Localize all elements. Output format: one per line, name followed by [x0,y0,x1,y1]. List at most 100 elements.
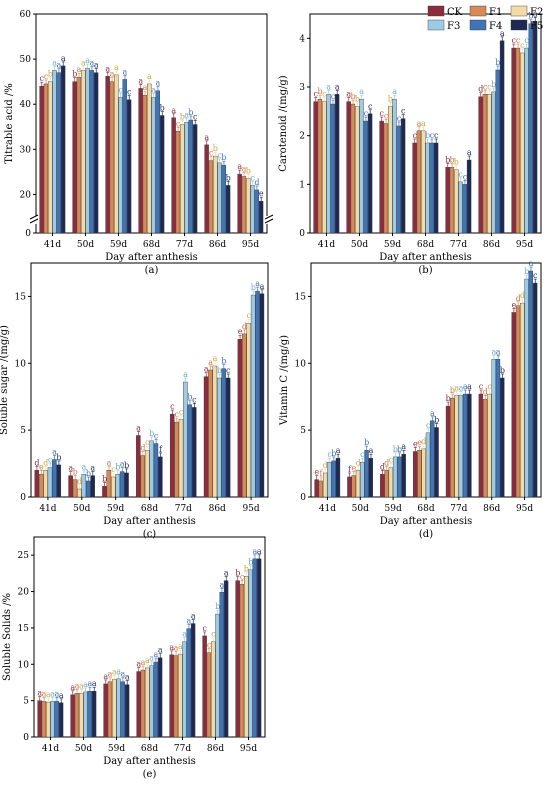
bar-F4 [397,456,402,498]
significance-label: f [348,465,352,474]
x-tick-label: 41d [39,504,56,514]
bar-F4 [528,270,534,498]
bar-F1 [450,397,455,498]
significance-label: a [42,689,47,698]
significance-label: b [434,415,439,424]
bar-F1 [241,176,247,234]
significance-label: a [83,680,88,689]
significance-label: d [77,477,82,486]
bar-F1 [416,130,422,234]
significance-label: b [528,12,533,21]
significance-label: a [463,382,468,391]
y-axis-title: Titrable acid /% [4,83,15,164]
significance-label: c [111,465,116,474]
significance-label: a [70,683,75,692]
x-axis-title: Day after anthesis [103,516,196,527]
bar-F4 [330,103,335,234]
bar-F4 [331,460,336,498]
bar-F2 [520,302,525,498]
significance-label: e [259,189,264,198]
significance-label: a [151,85,156,94]
significance-label: c [145,438,150,447]
bar-F4 [429,142,434,234]
legend-label-F2: F2 [530,7,543,18]
bar-F3 [47,467,53,498]
bar-F4 [252,558,257,738]
significance-label: a [143,83,148,92]
significance-label: a [335,82,340,91]
bar-F1 [140,455,145,498]
significance-label: c [127,88,132,97]
bar-CK [68,475,73,498]
significance-label: a [136,423,141,432]
bar-F5 [93,72,99,234]
y-tick-label: 5 [300,426,306,436]
bar-F5 [126,99,132,234]
significance-label: a [156,79,161,88]
bar-F4 [219,592,224,738]
significance-label: b [500,366,505,375]
x-axis-title: Day after anthesis [380,516,473,527]
bar-F2 [178,653,183,738]
bar-F2 [79,693,84,738]
significance-label: c [483,82,488,91]
bar-F4 [430,420,435,498]
significance-label: a [253,547,258,556]
bar-F3 [52,70,57,234]
significance-label: a [149,654,154,663]
bar-F3 [116,678,121,738]
significance-label: a [237,162,242,171]
significance-label: a [401,442,406,451]
bar-F5 [56,464,62,498]
x-tick-label: 50d [77,240,94,250]
significance-label: a [154,650,159,659]
significance-label: d [34,458,39,467]
bar-F4 [120,681,125,738]
bar-F5 [157,657,163,738]
significance-label: d [384,458,389,467]
bar-F3 [524,278,529,498]
bar-F2 [388,106,393,234]
bar-F3 [118,97,123,234]
significance-label: b [244,564,249,573]
significance-label: a [103,672,108,681]
bar-F3 [491,359,496,498]
bar-F5 [367,113,373,234]
significance-label: a [242,164,247,173]
bar-CK [412,451,418,498]
x-tick-label: 50d [73,504,90,514]
significance-label: c [217,151,222,160]
bar-F3 [250,185,255,234]
significance-label: b [397,445,402,454]
significance-label: a [136,660,141,669]
significance-label: b [217,366,222,375]
significance-label: a [224,569,229,578]
significance-label: a [77,65,82,74]
bar-F5 [91,690,97,738]
significance-label: a [208,358,213,367]
bar-F1 [206,652,212,738]
significance-label: c [250,173,255,182]
significance-label: c [209,149,214,158]
x-tick-label: 59d [110,240,127,250]
significance-label: b [180,113,185,122]
significance-label: d [43,458,48,467]
significance-label: a [147,72,152,81]
significance-label: c [203,624,208,633]
significance-label: b [331,449,336,458]
x-tick-label: 86d [207,744,224,754]
significance-label: a [184,110,189,119]
bar-CK [379,120,384,234]
bar-F2 [246,178,251,234]
significance-label: a [417,119,422,128]
bar-F5 [124,472,129,498]
y-tick-label: 15 [295,292,307,302]
x-tick-label: 86d [483,240,500,250]
significance-label: e [39,462,44,471]
significance-label: b [251,283,256,292]
significance-label: d [421,437,426,446]
bar-F2 [487,393,492,498]
significance-label: c [327,450,332,459]
significance-label: c [434,131,439,140]
significance-label: e [512,300,517,309]
